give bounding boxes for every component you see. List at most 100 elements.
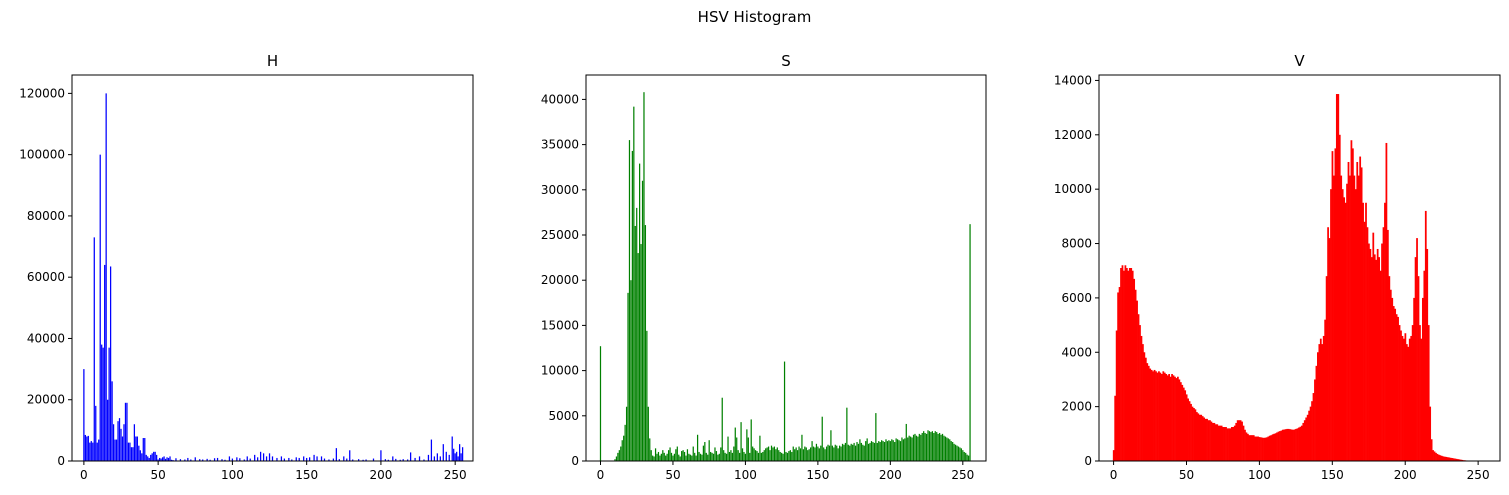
s-bar-127	[783, 361, 786, 461]
v-bar-231	[1449, 457, 1452, 461]
s-bar-137	[798, 446, 800, 461]
v-bar-42	[1174, 376, 1176, 461]
s-bar-175	[853, 442, 855, 461]
h-bar-220	[409, 452, 412, 461]
v-y-tick-label: 2000	[1061, 400, 1092, 414]
s-bar-139	[801, 434, 803, 461]
s-bar-142	[805, 447, 807, 461]
v-bar-160	[1346, 183, 1348, 462]
s-bar-152	[820, 445, 822, 461]
h-bar-133	[280, 456, 283, 461]
s-bar-218	[915, 435, 918, 461]
v-bar-109	[1271, 434, 1274, 461]
h-bar-100	[231, 458, 234, 461]
v-bar-3	[1117, 292, 1119, 461]
s-bar-124	[779, 451, 781, 461]
v-bar-201	[1405, 344, 1408, 461]
s-bar-254	[967, 455, 970, 461]
s-bar-232	[936, 432, 938, 461]
s-bars	[599, 92, 971, 462]
s-bar-165	[839, 445, 841, 461]
v-bar-223	[1438, 454, 1440, 461]
s-bar-166	[840, 446, 842, 461]
s-bar-134	[794, 449, 796, 461]
v-bar-211	[1420, 338, 1423, 461]
v-bar-199	[1403, 338, 1405, 461]
s-bar-176	[854, 445, 857, 461]
h-bar-179	[349, 450, 351, 461]
s-bar-147	[812, 446, 815, 461]
s-bar-83	[720, 447, 722, 461]
v-bar-175	[1368, 243, 1370, 461]
h-bar-255	[461, 447, 464, 461]
s-bar-153	[821, 416, 823, 461]
v-bar-50	[1185, 394, 1188, 461]
v-bar-198	[1401, 335, 1404, 461]
v-bar-88	[1241, 421, 1243, 461]
v-bar-58	[1197, 413, 1200, 461]
s-bar-42	[660, 453, 662, 461]
s-bar-121	[775, 449, 777, 461]
v-bar-192	[1392, 306, 1395, 461]
s-bar-213	[908, 435, 910, 461]
s-bar-133	[792, 446, 794, 461]
s-x-tick-label: 250	[951, 468, 974, 482]
s-bar-50	[672, 455, 674, 461]
v-bar-178	[1372, 232, 1375, 461]
h-bar-2	[86, 436, 88, 461]
v-bar-87	[1239, 420, 1242, 461]
h-bar-37	[138, 445, 140, 461]
h-bar-38	[139, 450, 141, 461]
v-bar-176	[1369, 248, 1372, 461]
v-bar-84	[1235, 422, 1238, 461]
s-bar-61	[688, 453, 690, 461]
s-bar-225	[925, 433, 928, 461]
s-bar-220	[918, 433, 920, 461]
v-x-tick-label: 100	[1248, 468, 1271, 482]
v-bar-122	[1290, 429, 1293, 461]
v-bar-94	[1249, 435, 1252, 461]
v-bar-22	[1144, 357, 1147, 461]
v-bar-134	[1308, 410, 1311, 461]
s-bar-98	[741, 448, 744, 461]
h-bar-13	[102, 347, 104, 461]
s-bar-52	[675, 449, 677, 461]
v-bar-153	[1335, 94, 1338, 461]
h-y-tick-label: 100000	[19, 148, 65, 162]
v-bar-118	[1284, 429, 1287, 461]
v-bar-234	[1454, 458, 1456, 461]
h-bar-253	[459, 444, 461, 461]
v-bar-225	[1440, 455, 1443, 461]
v-bar-31	[1158, 371, 1160, 461]
s-bar-49	[670, 452, 673, 461]
v-bar-41	[1172, 375, 1175, 461]
v-bar-39	[1169, 376, 1172, 461]
v-bar-182	[1378, 257, 1380, 461]
s-bar-240	[947, 438, 949, 461]
h-bar-39	[141, 453, 143, 461]
h-bar-177	[346, 458, 348, 461]
v-bar-170	[1360, 167, 1363, 462]
h-bar-103	[236, 457, 238, 461]
v-bar-108	[1270, 435, 1273, 461]
v-bar-71	[1216, 424, 1219, 461]
h-bar-49	[156, 454, 158, 461]
s-bar-158	[828, 445, 831, 461]
s-bar-59	[685, 455, 687, 461]
h-bar-90	[216, 457, 219, 461]
h-bar-26	[121, 436, 124, 461]
v-bar-46	[1179, 382, 1182, 461]
s-bar-71	[702, 445, 705, 461]
s-bar-159	[830, 430, 832, 461]
v-bar-164	[1351, 148, 1354, 461]
v-bar-98	[1255, 436, 1258, 461]
v-bar-34	[1162, 371, 1165, 461]
v-bar-144	[1322, 335, 1325, 461]
v-bar-190	[1389, 289, 1392, 461]
v-y-tick-label: 14000	[1054, 73, 1092, 87]
s-x-tick-label: 50	[665, 468, 680, 482]
h-bar-226	[418, 456, 421, 461]
s-bar-214	[910, 436, 912, 461]
s-bar-206	[898, 440, 900, 461]
s-bar-227	[928, 431, 931, 461]
